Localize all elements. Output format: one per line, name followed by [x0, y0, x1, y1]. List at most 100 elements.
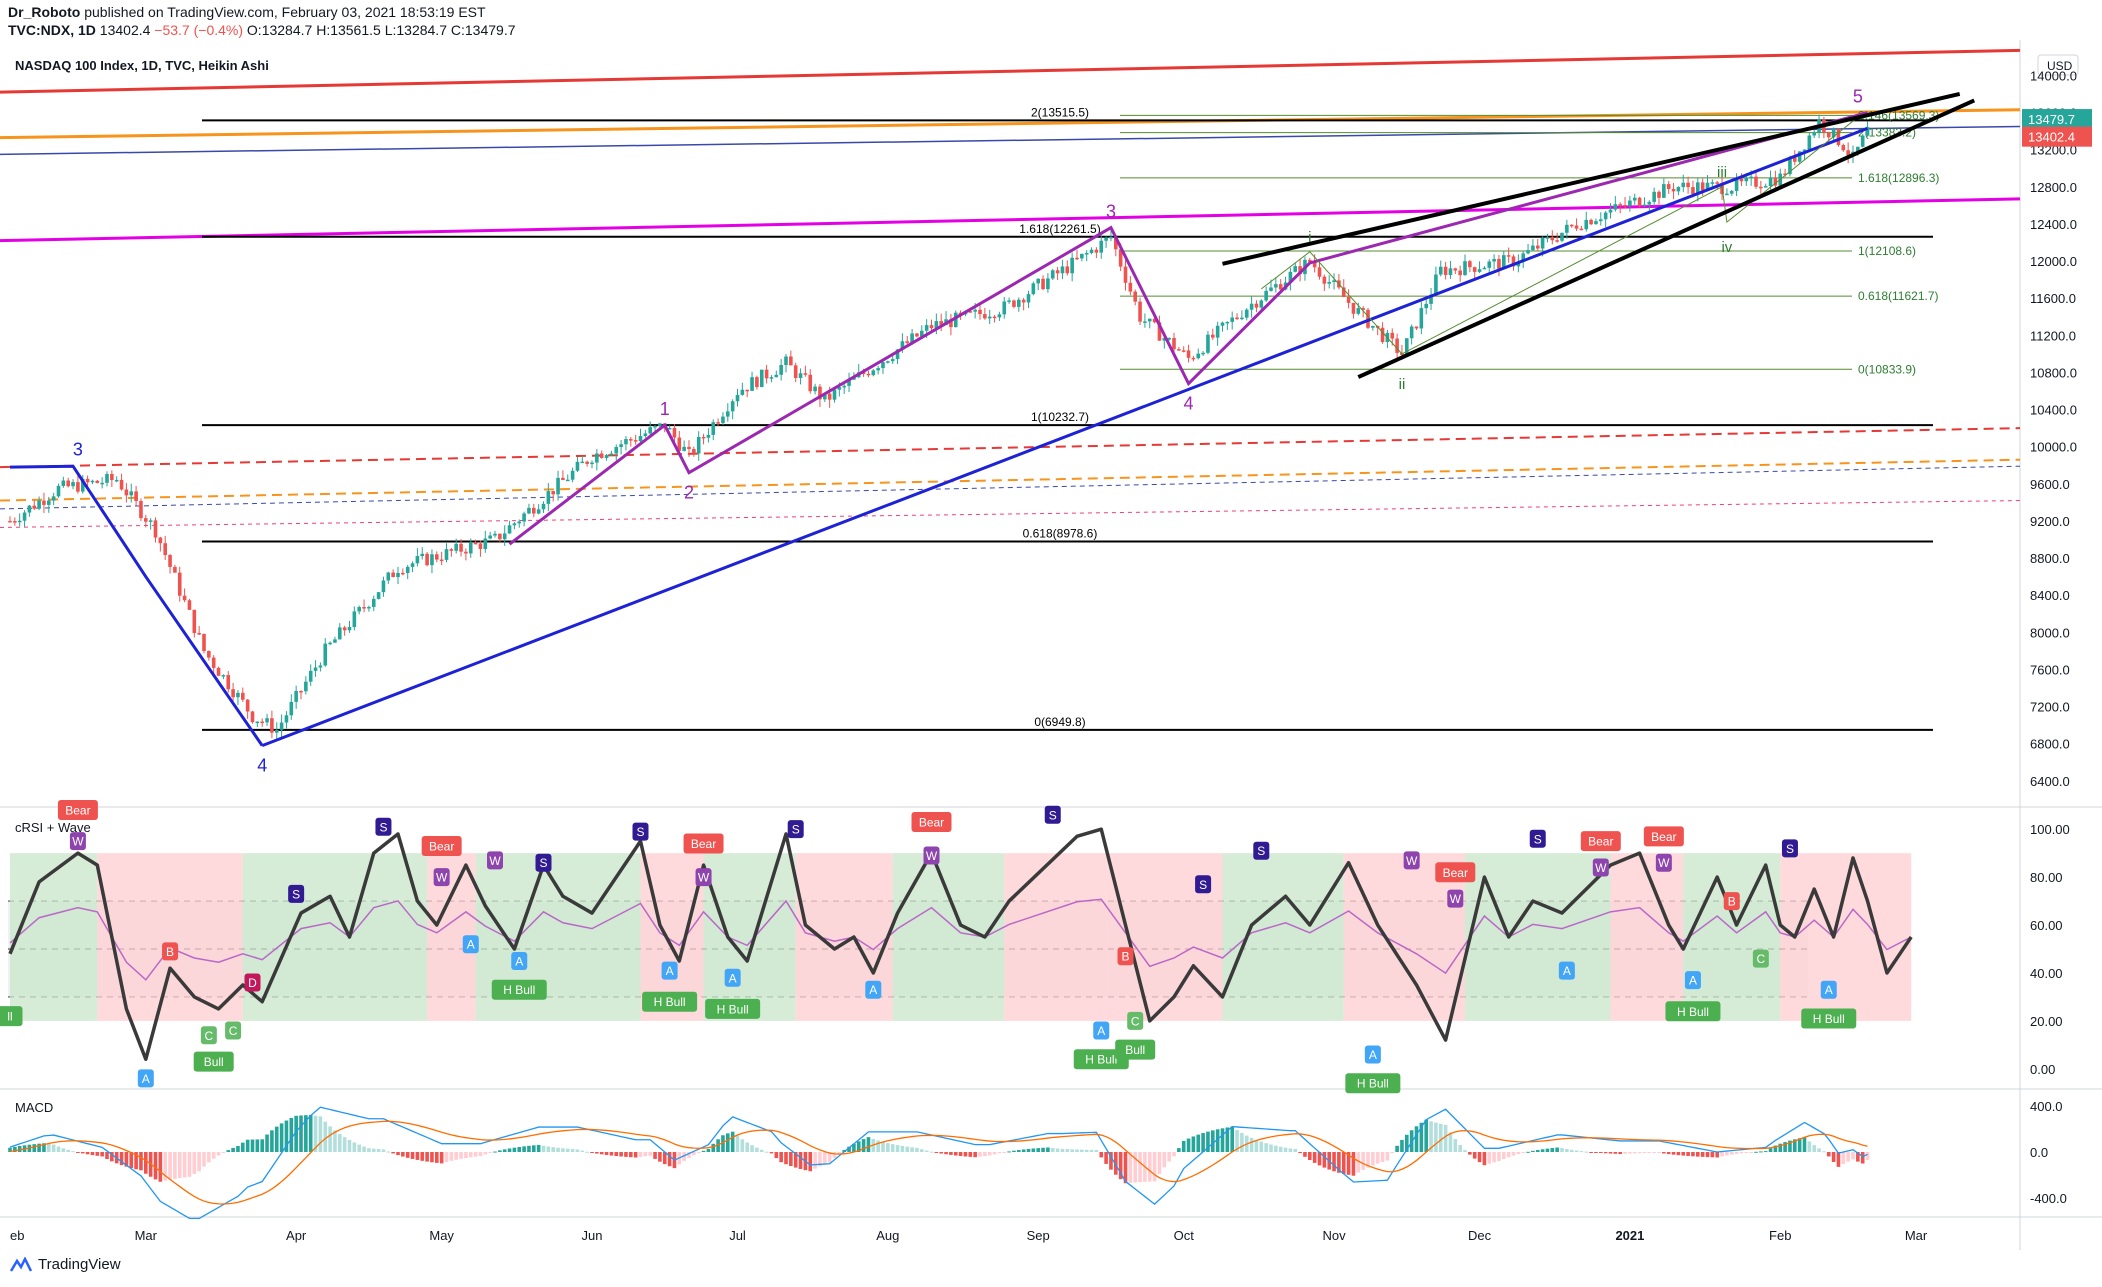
- macd-tick-label: 400.0: [2030, 1099, 2063, 1114]
- wave-label: 3: [1106, 202, 1116, 222]
- candle-body: [1589, 219, 1593, 225]
- candle-body: [706, 434, 711, 438]
- macd-histogram-bar: [1050, 1148, 1055, 1152]
- macd-histogram-bar: [1278, 1146, 1283, 1152]
- candle-body: [435, 554, 439, 560]
- crsi-marker: A: [515, 954, 523, 968]
- macd-histogram-bar: [1569, 1149, 1574, 1152]
- macd-histogram-bar: [1021, 1149, 1026, 1152]
- price-tick-label: 10400.0: [2030, 403, 2077, 418]
- macd-histogram-bar: [1851, 1152, 1855, 1160]
- macd-histogram-bar: [1031, 1148, 1036, 1152]
- candle-body: [886, 361, 890, 363]
- crsi-marker-bg: [375, 817, 392, 836]
- time-tick-label: Sep: [1027, 1228, 1050, 1243]
- candle-body: [1361, 308, 1365, 310]
- macd-histogram-bar: [1681, 1152, 1686, 1156]
- macd-histogram-bar: [1414, 1126, 1419, 1152]
- candle-body: [139, 501, 143, 519]
- candle-body: [1613, 204, 1618, 210]
- candle-body: [1264, 290, 1268, 301]
- macd-histogram-bar: [1419, 1122, 1424, 1152]
- macd-histogram-bar: [619, 1152, 623, 1157]
- crsi-marker: H Bull: [1085, 1053, 1117, 1067]
- time-tick-label: Jul: [729, 1228, 746, 1243]
- price-change: −53.7 (−0.4%): [154, 22, 244, 38]
- candle-body: [255, 721, 260, 724]
- macd-histogram-bar: [648, 1152, 652, 1156]
- macd-histogram-bar: [1734, 1152, 1739, 1154]
- candle-body: [905, 341, 910, 343]
- crsi-marker: S: [1049, 808, 1057, 822]
- macd-histogram-bar: [347, 1140, 352, 1152]
- candle-body: [1560, 232, 1564, 241]
- wave-label: 5: [1853, 87, 1863, 107]
- candle-body: [774, 374, 779, 378]
- macd-histogram-bar: [1594, 1152, 1598, 1153]
- candle-body: [318, 665, 323, 668]
- macd-histogram-bar: [1298, 1152, 1302, 1154]
- candle-body: [8, 520, 12, 523]
- crsi-marker-bg: [1115, 1039, 1156, 1060]
- macd-histogram-bar: [929, 1151, 934, 1153]
- macd-histogram-bar: [750, 1145, 754, 1152]
- candle-body: [672, 427, 677, 438]
- macd-histogram-bar: [328, 1126, 332, 1152]
- brand-label: TradingView: [38, 1256, 121, 1273]
- candle-body: [1172, 338, 1176, 350]
- crsi-marker-bg: [661, 961, 678, 980]
- crsi-marker-bg: [69, 832, 86, 851]
- candle-body: [284, 715, 289, 723]
- candle-body: [168, 555, 172, 567]
- candle-body: [1332, 280, 1336, 283]
- macd-histogram-bar: [274, 1126, 279, 1152]
- candle-body: [992, 316, 997, 319]
- fib-green-label: 1.618(12896.3): [1858, 171, 1939, 185]
- crsi-marker-bg: [491, 979, 547, 1000]
- candle-body: [323, 643, 328, 666]
- candle-body: [1749, 176, 1753, 179]
- macd-histogram-bar: [338, 1134, 342, 1152]
- price-tick-label: 8000.0: [2030, 625, 2070, 640]
- time-tick-label: Apr: [286, 1228, 307, 1243]
- price-tick-label: 9600.0: [2030, 477, 2070, 492]
- candle-body: [638, 436, 643, 442]
- candle-body: [522, 513, 526, 522]
- last-price-tag: 13479.7: [2028, 112, 2075, 127]
- macd-histogram-bar: [696, 1152, 701, 1153]
- crsi-marker-bg: [433, 868, 450, 887]
- candle-body: [1555, 240, 1559, 242]
- candle-body: [1783, 173, 1787, 176]
- candle-body: [1715, 182, 1719, 184]
- candle-body: [1249, 303, 1254, 310]
- candle-body: [1502, 255, 1506, 269]
- macd-histogram-bar: [493, 1151, 497, 1153]
- macd-histogram-bar: [1303, 1152, 1307, 1157]
- macd-histogram-bar: [847, 1146, 851, 1152]
- macd-histogram-bar: [944, 1152, 948, 1155]
- time-tick-label: May: [429, 1228, 454, 1243]
- candle-body: [294, 690, 298, 702]
- fib-level-label: 1.618(12261.5): [1019, 222, 1100, 236]
- crsi-marker-bg: [1253, 841, 1270, 860]
- tradingview-brand[interactable]: TradingView: [10, 1256, 121, 1273]
- macd-histogram-bar: [1836, 1152, 1841, 1167]
- candle-body: [381, 580, 386, 593]
- candle-body: [105, 473, 109, 483]
- fib-level-label: 0.618(8978.6): [1023, 527, 1098, 541]
- publisher-name[interactable]: Dr_Roboto: [8, 4, 81, 20]
- crsi-marker-bg: [1723, 892, 1740, 911]
- price-tick-label: 12400.0: [2030, 217, 2077, 232]
- crsi-wave-cloud: [1780, 853, 1912, 1021]
- macd-histogram-bar: [1671, 1152, 1676, 1155]
- candle-body: [76, 482, 80, 492]
- chart-canvas[interactable]: NASDAQ 100 Index, 1D, TVC, Heikin Ashi US…: [0, 40, 2102, 1250]
- macd-histogram-bar: [410, 1152, 415, 1159]
- candle-body: [444, 549, 449, 560]
- candle-body: [313, 667, 318, 671]
- crsi-marker: W: [698, 871, 710, 885]
- macd-histogram-bar: [401, 1152, 405, 1157]
- macd-histogram-bar: [1371, 1152, 1375, 1166]
- macd-histogram-bar: [1657, 1152, 1661, 1153]
- macd-histogram-bar: [265, 1134, 269, 1152]
